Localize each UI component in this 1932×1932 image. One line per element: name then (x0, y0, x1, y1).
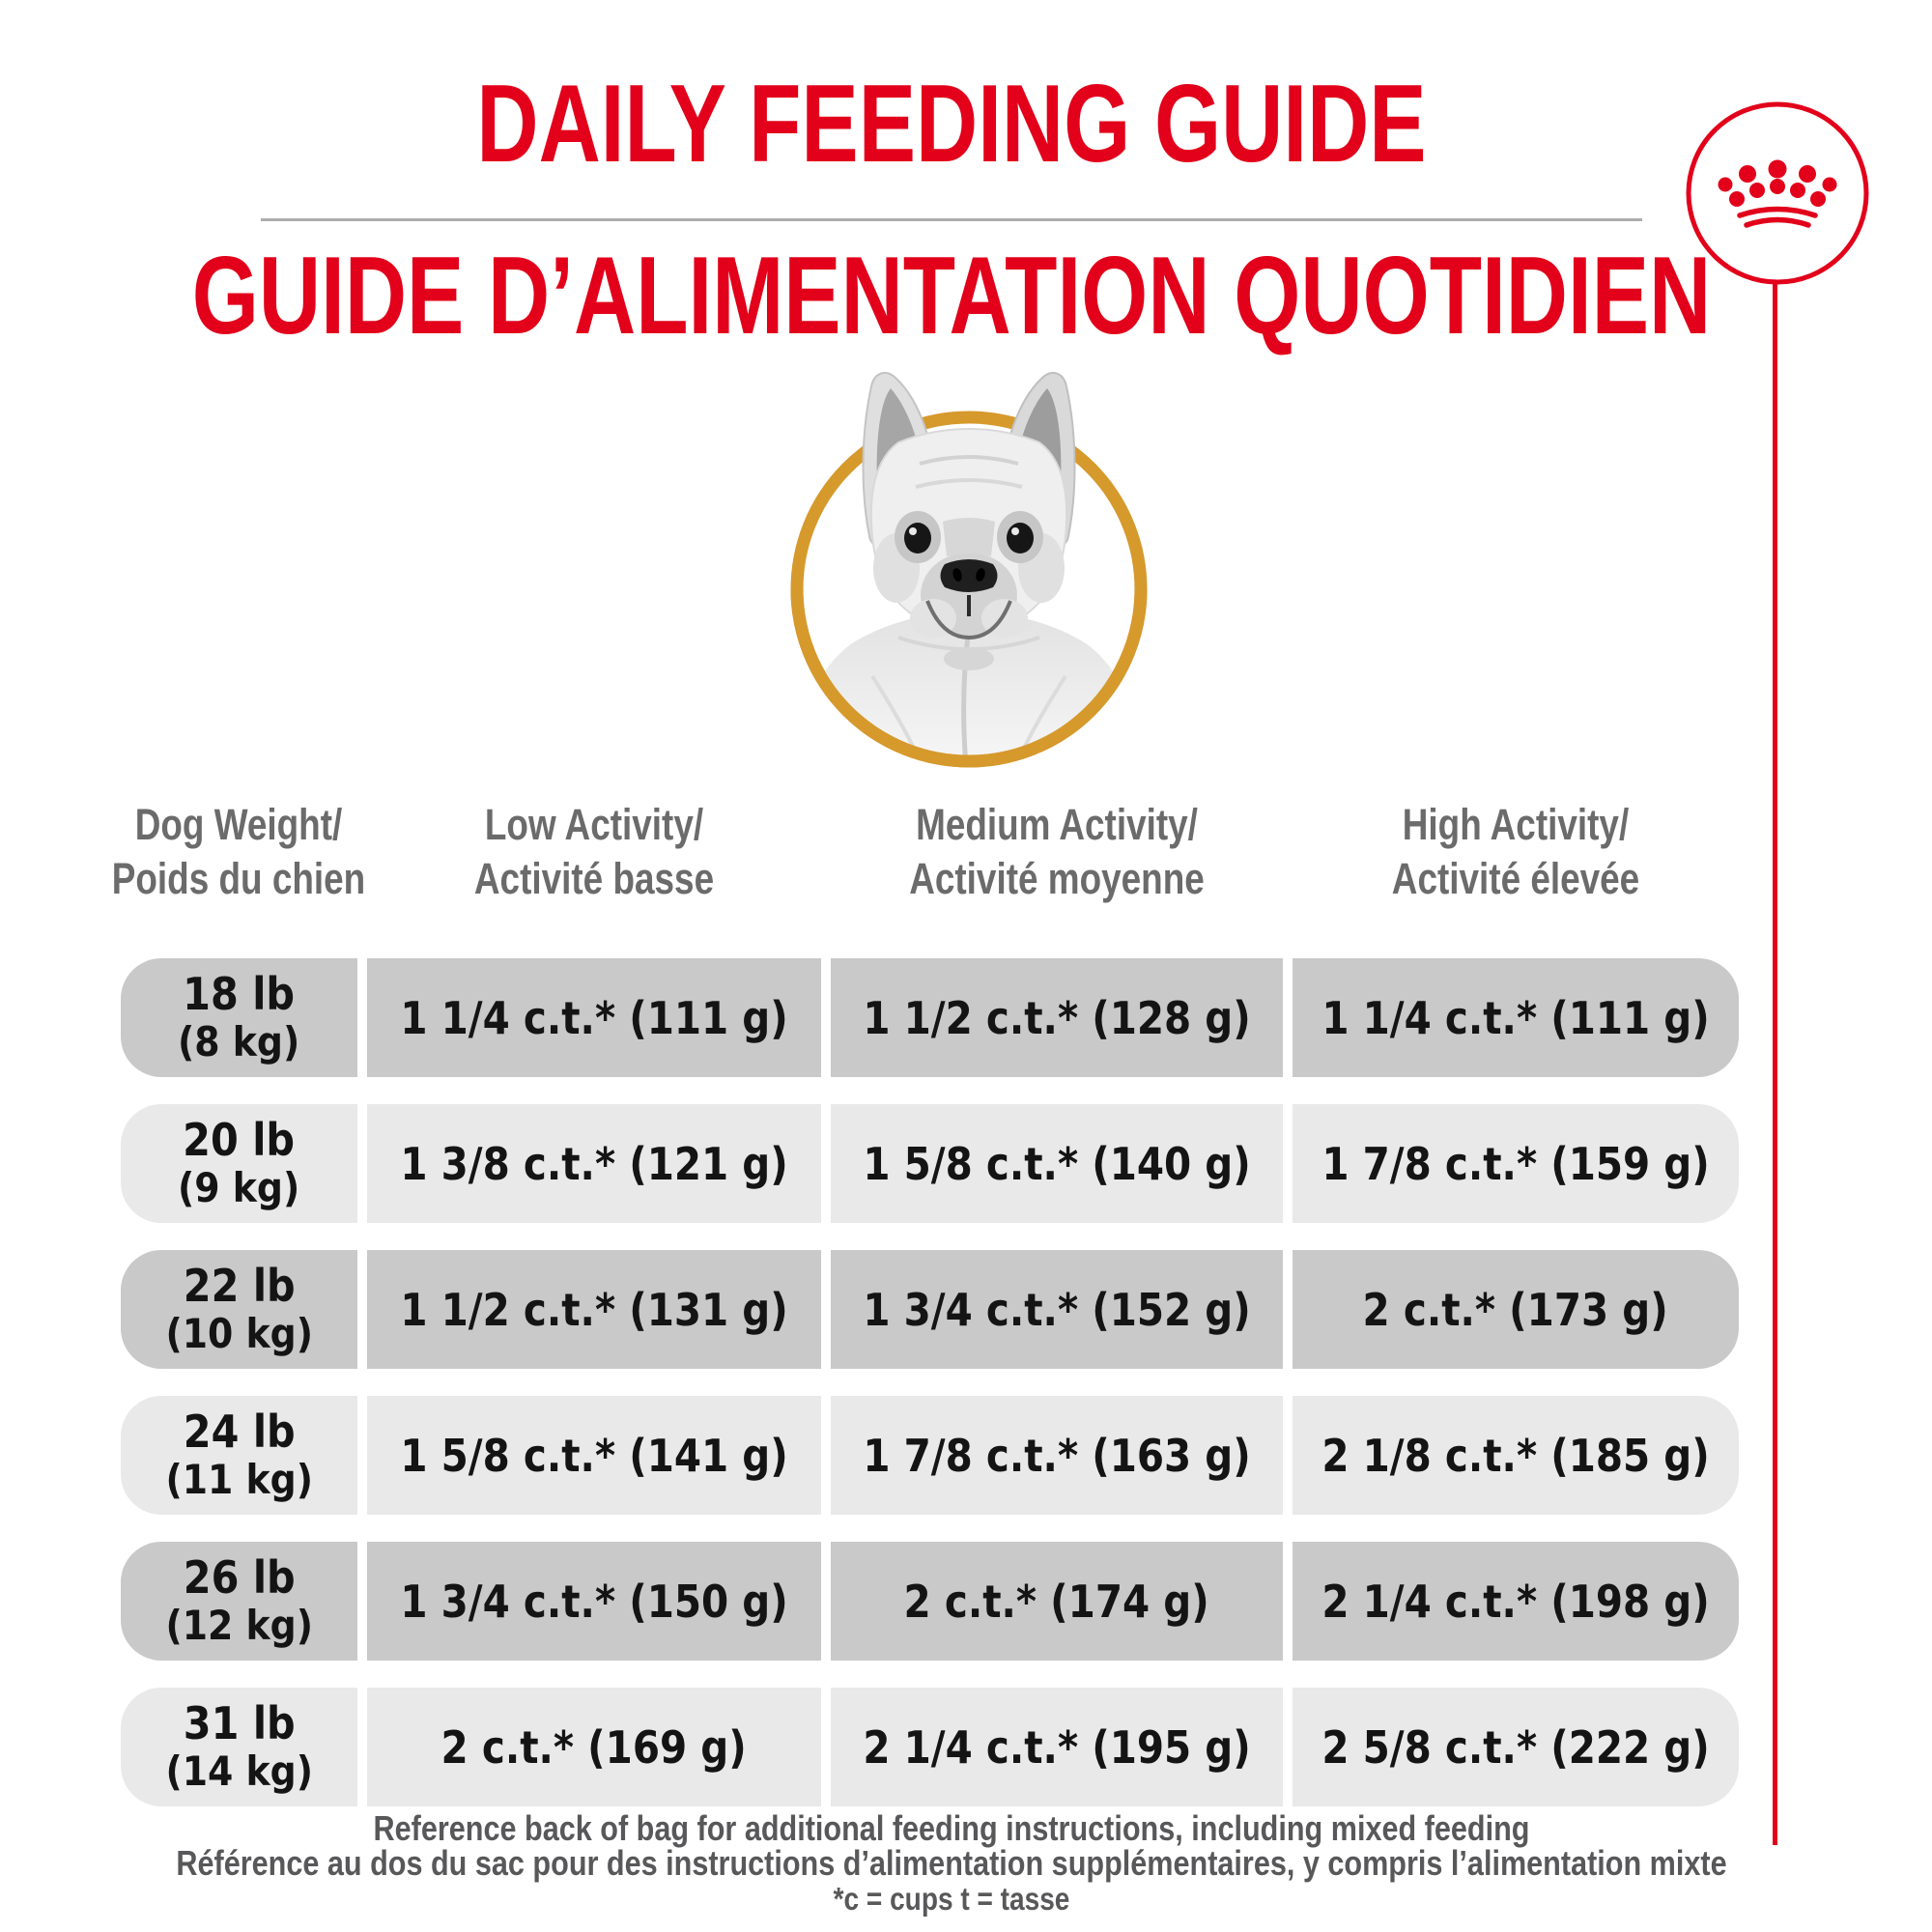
dog-photo (790, 372, 1148, 768)
column-header-dog-weight: Dog Weight/Poids du chien (111, 800, 366, 903)
medium-activity-cell: 1 5/8 c.t.* (140 g) (831, 1104, 1283, 1223)
title-divider-line (261, 218, 1642, 221)
high-activity-cell: 2 1/8 c.t.* (185 g) (1293, 1396, 1739, 1515)
royal-canin-crown-icon (1686, 101, 1869, 285)
low-activity-cell: 1 3/4 c.t.* (150 g) (367, 1542, 821, 1661)
medium-activity-cell: 2 1/4 c.t.* (195 g) (831, 1688, 1283, 1806)
footnote-french: Référence au dos du sac pour des instruc… (176, 1843, 1727, 1883)
low-activity-cell: 1 3/8 c.t.* (121 g) (367, 1104, 821, 1223)
high-activity-cell: 2 c.t.* (173 g) (1293, 1250, 1739, 1369)
footnote-cup-legend: *c = cups t = tasse (833, 1881, 1070, 1917)
vertical-red-divider (1773, 282, 1777, 1845)
high-activity-cell: 2 1/4 c.t.* (198 g) (1293, 1542, 1739, 1661)
low-activity-cell: 1 5/8 c.t.* (141 g) (367, 1396, 821, 1515)
high-activity-cell: 1 1/4 c.t.* (111 g) (1293, 958, 1739, 1077)
page-title-french: GUIDE D’ALIMENTATION QUOTIDIEN (191, 235, 1712, 357)
medium-activity-cell: 1 7/8 c.t.* (163 g) (831, 1396, 1283, 1515)
dog-nose (940, 559, 998, 592)
weight-cell: 26 lb (12 kg) (121, 1542, 357, 1661)
dog-left-eye (904, 523, 931, 554)
dog-head (862, 372, 1076, 670)
high-activity-cell: 1 7/8 c.t.* (159 g) (1293, 1104, 1739, 1223)
page-title-english: DAILY FEEDING GUIDE (476, 63, 1427, 185)
column-header-low-activity: Low Activity/Activité basse (473, 800, 715, 903)
column-header-medium-activity: Medium Activity/Activité moyenne (909, 800, 1205, 903)
low-activity-cell: 2 c.t.* (169 g) (367, 1688, 821, 1806)
column-header-high-activity: High Activity/Activité élevée (1391, 800, 1640, 903)
medium-activity-cell: 2 c.t.* (174 g) (831, 1542, 1283, 1661)
weight-cell: 24 lb (11 kg) (121, 1396, 357, 1515)
weight-cell: 18 lb (8 kg) (121, 958, 357, 1077)
weight-cell: 20 lb (9 kg) (121, 1104, 357, 1223)
footnote-english: Reference back of bag for additional fee… (373, 1808, 1530, 1848)
low-activity-cell: 1 1/2 c.t.* (131 g) (367, 1250, 821, 1369)
medium-activity-cell: 1 3/4 c.t.* (152 g) (831, 1250, 1283, 1369)
dog-right-eye (1007, 523, 1034, 554)
weight-cell: 31 lb (14 kg) (121, 1688, 357, 1806)
low-activity-cell: 1 1/4 c.t.* (111 g) (367, 958, 821, 1077)
weight-cell: 22 lb (10 kg) (121, 1250, 357, 1369)
medium-activity-cell: 1 1/2 c.t.* (128 g) (831, 958, 1283, 1077)
high-activity-cell: 2 5/8 c.t.* (222 g) (1293, 1688, 1739, 1806)
